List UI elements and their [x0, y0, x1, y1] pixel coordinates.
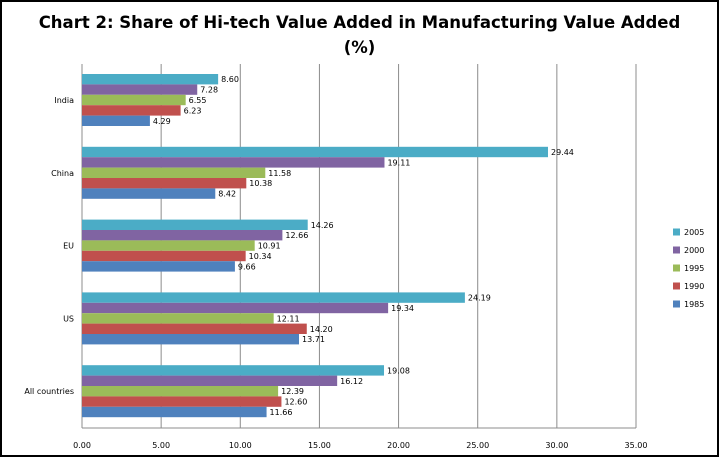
- category-label: India: [54, 96, 74, 105]
- data-label: 6.23: [184, 106, 202, 115]
- data-label: 24.19: [468, 294, 491, 303]
- data-label: 29.44: [551, 148, 574, 157]
- legend-label: 2005: [684, 228, 704, 237]
- x-tick-label: 15.00: [308, 441, 331, 450]
- data-label: 8.60: [221, 75, 239, 84]
- data-label: 13.71: [302, 335, 325, 344]
- bar: [82, 115, 150, 126]
- bar: [82, 250, 246, 262]
- data-label: 10.38: [249, 179, 272, 188]
- data-label: 11.58: [268, 169, 291, 178]
- bar: [82, 386, 279, 397]
- data-label: 19.08: [387, 366, 410, 375]
- bar: [82, 167, 266, 178]
- category-label: EU: [63, 242, 74, 251]
- chart-title: Chart 2: Share of Hi-tech Value Added in…: [0, 10, 719, 60]
- legend-label: 2000: [684, 246, 704, 255]
- data-label: 7.28: [200, 86, 218, 95]
- bar: [82, 74, 219, 85]
- legend-label: 1995: [684, 264, 704, 273]
- legend-label: 1985: [684, 300, 704, 309]
- data-label: 4.29: [153, 117, 171, 126]
- legend-label: 1990: [684, 282, 704, 291]
- bar: [82, 146, 548, 158]
- data-label: 12.60: [284, 398, 307, 407]
- bar: [82, 375, 338, 386]
- bar: [82, 302, 389, 314]
- data-label: 14.20: [310, 325, 333, 334]
- x-tick-label: 20.00: [387, 441, 410, 450]
- data-label: 9.66: [238, 262, 256, 271]
- legend-swatch: [673, 264, 680, 272]
- data-label: 12.66: [285, 231, 308, 240]
- bar: [82, 365, 385, 376]
- legend-swatch: [673, 228, 680, 236]
- bar: [82, 240, 255, 251]
- data-label: 19.11: [387, 158, 410, 167]
- chart-title-line2: (%): [343, 38, 376, 57]
- bar: [82, 230, 283, 241]
- data-label: 14.26: [311, 221, 334, 230]
- category-label: All countries: [24, 387, 74, 396]
- bar: [82, 188, 216, 199]
- bar: [82, 178, 247, 189]
- legend-swatch: [673, 282, 680, 290]
- category-label: US: [63, 314, 74, 323]
- bar: [82, 323, 307, 334]
- bar: [82, 406, 267, 418]
- chart-title-line1: Chart 2: Share of Hi-tech Value Added in…: [38, 13, 681, 32]
- data-label: 10.34: [249, 252, 272, 261]
- x-tick-label: 5.00: [152, 441, 170, 450]
- bar: [82, 157, 385, 168]
- bar: [82, 94, 186, 106]
- x-tick-label: 35.00: [625, 441, 648, 450]
- data-label: 10.91: [258, 242, 281, 251]
- bar: [82, 219, 308, 230]
- bar: [82, 105, 181, 116]
- x-tick-label: 25.00: [466, 441, 489, 450]
- legend-swatch: [673, 246, 680, 254]
- data-label: 19.34: [391, 304, 414, 313]
- bar: [82, 84, 198, 95]
- bar: [82, 261, 235, 272]
- bar: [82, 334, 300, 345]
- category-label: China: [51, 169, 74, 178]
- x-tick-label: 0.00: [73, 441, 91, 450]
- legend-swatch: [673, 300, 680, 308]
- data-label: 12.39: [281, 387, 304, 396]
- data-label: 6.55: [189, 96, 207, 105]
- bar: [82, 292, 465, 303]
- data-label: 16.12: [340, 377, 363, 386]
- x-tick-label: 10.00: [229, 441, 252, 450]
- bar: [82, 396, 282, 407]
- x-tick-label: 30.00: [545, 441, 568, 450]
- data-label: 8.42: [218, 190, 236, 199]
- data-label: 12.11: [277, 314, 300, 323]
- bar: [82, 313, 274, 324]
- data-label: 11.66: [270, 408, 293, 417]
